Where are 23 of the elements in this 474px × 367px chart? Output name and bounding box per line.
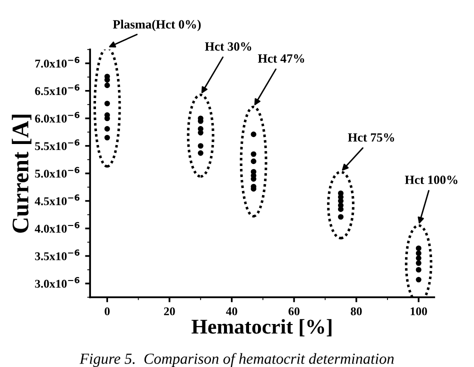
x-tick-label: 80 [350, 307, 362, 316]
x-tick-label: 40 [226, 307, 238, 316]
annotation: Hct 75% [348, 133, 394, 142]
y-tick-label: 3.0x10$^{−6}$ [35, 276, 80, 288]
annotation: Hct 30% [204, 42, 252, 51]
y-axis-title: Current [A] [12, 114, 32, 233]
x-tick-label: 60 [288, 307, 300, 316]
y-tick-label: 6.0x10$^{−6}$ [35, 112, 80, 123]
y-tick-label: 5.5x10$^{−6}$ [35, 139, 80, 150]
annotation: Hct 47% [258, 54, 304, 63]
y-tick-label: 4.5x10$^{−6}$ [34, 194, 80, 206]
y-tick-label: 7.0x10$^{−6}$ [35, 56, 80, 68]
x-axis-title: Hematocrit [%] [192, 319, 332, 336]
y-tick-label: 5.0x10$^{−6}$ [35, 166, 80, 178]
text: Plasma(Hct 0%) [112, 20, 201, 32]
annotation: Hct 100% [404, 176, 458, 184]
y-tick-label: 3.5x10$^{−6}$ [35, 249, 80, 260]
caption: Figure 5. Comparison of hematocrit determination [80, 352, 394, 367]
x-tick-label: 100 [410, 307, 428, 316]
y-tick-label: 6.5x10$^{−6}$ [35, 84, 80, 96]
y-tick-label: 4.0x10$^{−6}$ [34, 222, 80, 233]
x-tick-label: 0 [104, 307, 110, 316]
x-tick-label: 20 [164, 307, 175, 316]
